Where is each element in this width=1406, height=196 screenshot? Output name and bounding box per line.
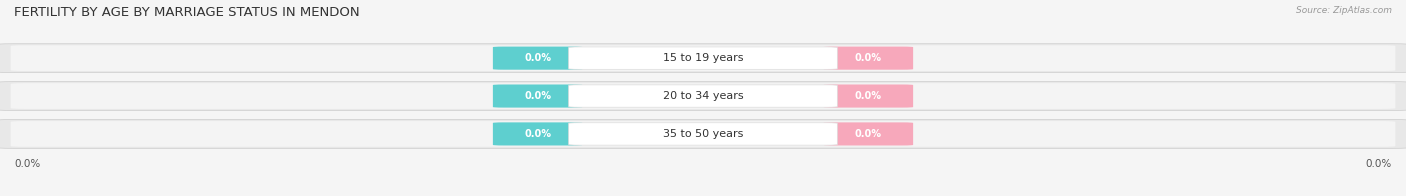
FancyBboxPatch shape <box>824 84 912 108</box>
Text: 0.0%: 0.0% <box>14 159 41 169</box>
FancyBboxPatch shape <box>494 122 582 145</box>
FancyBboxPatch shape <box>824 47 912 70</box>
Text: 0.0%: 0.0% <box>524 91 551 101</box>
FancyBboxPatch shape <box>568 85 838 107</box>
FancyBboxPatch shape <box>11 45 1395 71</box>
Text: 0.0%: 0.0% <box>855 53 882 63</box>
FancyBboxPatch shape <box>568 123 838 145</box>
FancyBboxPatch shape <box>0 82 1406 110</box>
Text: 20 to 34 years: 20 to 34 years <box>662 91 744 101</box>
FancyBboxPatch shape <box>0 120 1406 148</box>
FancyBboxPatch shape <box>824 122 912 145</box>
FancyBboxPatch shape <box>0 44 1406 73</box>
Text: 35 to 50 years: 35 to 50 years <box>662 129 744 139</box>
Text: 15 to 19 years: 15 to 19 years <box>662 53 744 63</box>
FancyBboxPatch shape <box>494 47 582 70</box>
Text: Source: ZipAtlas.com: Source: ZipAtlas.com <box>1296 6 1392 15</box>
FancyBboxPatch shape <box>11 83 1395 109</box>
FancyBboxPatch shape <box>11 121 1395 147</box>
Text: 0.0%: 0.0% <box>1365 159 1392 169</box>
Text: 0.0%: 0.0% <box>524 129 551 139</box>
FancyBboxPatch shape <box>494 84 582 108</box>
Text: 0.0%: 0.0% <box>855 129 882 139</box>
Text: 0.0%: 0.0% <box>524 53 551 63</box>
Text: 0.0%: 0.0% <box>855 91 882 101</box>
FancyBboxPatch shape <box>568 47 838 69</box>
Text: FERTILITY BY AGE BY MARRIAGE STATUS IN MENDON: FERTILITY BY AGE BY MARRIAGE STATUS IN M… <box>14 6 360 19</box>
